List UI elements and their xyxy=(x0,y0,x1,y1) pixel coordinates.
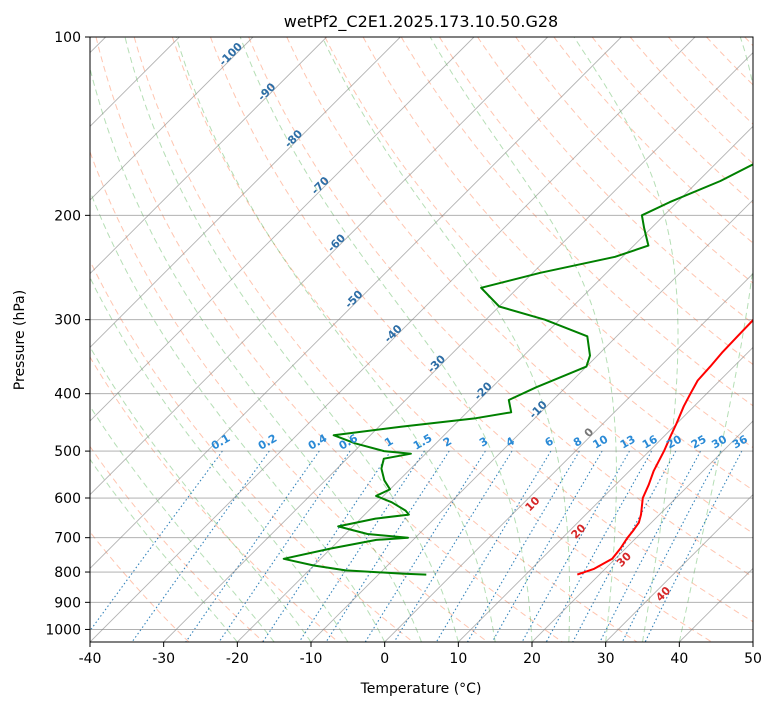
moist-adiabat xyxy=(90,276,349,642)
isotherm xyxy=(90,37,254,201)
plot-frame xyxy=(89,36,754,643)
dry-adiabat xyxy=(133,37,638,642)
x-tick-label: -40 xyxy=(79,651,102,667)
mixing-ratio-line xyxy=(393,450,513,642)
y-tick-label: 700 xyxy=(54,531,81,547)
isotherm xyxy=(90,37,696,642)
isotherm xyxy=(237,125,753,642)
y-tick-label: 200 xyxy=(54,208,81,224)
isotherm xyxy=(531,420,753,642)
dry-adiabat xyxy=(90,445,264,642)
mixing-ratio-line xyxy=(572,450,677,642)
x-tick-label: 50 xyxy=(744,651,762,667)
isotherm xyxy=(90,37,327,275)
moist-adiabat xyxy=(90,458,238,642)
chart-title: wetPf2_C2E1.2025.173.10.50.G28 xyxy=(284,12,558,32)
dry-adiabat xyxy=(400,37,753,407)
dry-adiabat xyxy=(90,356,339,642)
isotherm xyxy=(90,37,401,348)
moist-adiabat xyxy=(124,37,459,642)
dry-adiabat xyxy=(324,37,753,491)
moist-adiabat xyxy=(573,37,679,642)
grid-lines xyxy=(90,37,753,642)
moist-adiabat xyxy=(239,37,533,642)
mixing-ratio-line xyxy=(185,450,320,642)
dewpoint-profile xyxy=(282,163,753,576)
profiles xyxy=(282,163,753,576)
isotherm xyxy=(605,494,753,642)
dry-adiabat xyxy=(95,37,563,642)
isotherm xyxy=(90,37,475,422)
moist-adiabat xyxy=(90,405,275,642)
isotherm xyxy=(90,37,622,569)
dry-adiabat xyxy=(286,37,753,534)
mixing-ratio-line xyxy=(599,450,701,642)
y-tick-label: 100 xyxy=(54,30,81,46)
isotherm xyxy=(163,52,753,642)
isotherm xyxy=(310,199,753,642)
y-tick-label: 900 xyxy=(54,595,81,611)
dry-adiabat xyxy=(248,37,753,578)
y-tick-label: 600 xyxy=(54,491,81,507)
dry-adiabat xyxy=(90,259,414,642)
isotherm xyxy=(458,346,753,642)
x-tick-label: 10 xyxy=(449,651,467,667)
dry-adiabat xyxy=(438,37,753,366)
x-axis-label: Temperature (°C) xyxy=(360,681,482,697)
x-tick-label: 0 xyxy=(380,651,389,667)
y-tick-label: 300 xyxy=(54,313,81,329)
temperature-profile xyxy=(576,318,753,576)
background-lines xyxy=(90,37,753,642)
y-tick-label: 500 xyxy=(54,444,81,460)
mixing-ratio-line xyxy=(491,450,603,642)
y-axis-label: Pressure (hPa) xyxy=(12,290,28,390)
dry-adiabat xyxy=(171,37,712,642)
y-tick-label: 800 xyxy=(54,565,81,581)
dry-adiabat xyxy=(210,37,753,623)
dry-adiabat xyxy=(591,37,753,204)
mixing-ratio-line xyxy=(521,450,630,642)
moist-adiabat xyxy=(90,189,386,642)
x-axis: -40 -30 -20 -10 0 10 20 30 40 50 xyxy=(79,642,762,667)
mixing-ratio-line xyxy=(435,450,552,642)
mixing-ratio-line xyxy=(131,450,270,642)
x-tick-label: -20 xyxy=(226,651,249,667)
isotherm xyxy=(384,273,753,642)
mixing-ratio-line xyxy=(218,450,351,642)
x-tick-label: -30 xyxy=(152,651,175,667)
moist-adiabat xyxy=(678,37,753,642)
x-tick-label: 40 xyxy=(670,651,688,667)
x-tick-label: 30 xyxy=(597,651,615,667)
mixing-ratio-line xyxy=(545,450,653,642)
mixing-ratio-line xyxy=(364,450,486,642)
x-tick-label: 20 xyxy=(523,651,541,667)
mixing-ratio-line xyxy=(467,450,580,642)
dry-adiabat xyxy=(553,37,753,244)
moist-adiabat xyxy=(175,37,496,642)
x-tick-label: -10 xyxy=(300,651,323,667)
moist-adiabat xyxy=(321,37,571,642)
isotherm xyxy=(90,37,548,496)
y-tick-label: 1000 xyxy=(45,622,81,638)
moist-adiabat xyxy=(90,66,422,642)
y-axis: 1000 900 800 700 600 500 400 300 200 100 xyxy=(45,30,90,638)
y-tick-label: 400 xyxy=(54,387,81,403)
moist-adiabat xyxy=(429,37,617,642)
mixing-ratio-line xyxy=(621,450,722,642)
